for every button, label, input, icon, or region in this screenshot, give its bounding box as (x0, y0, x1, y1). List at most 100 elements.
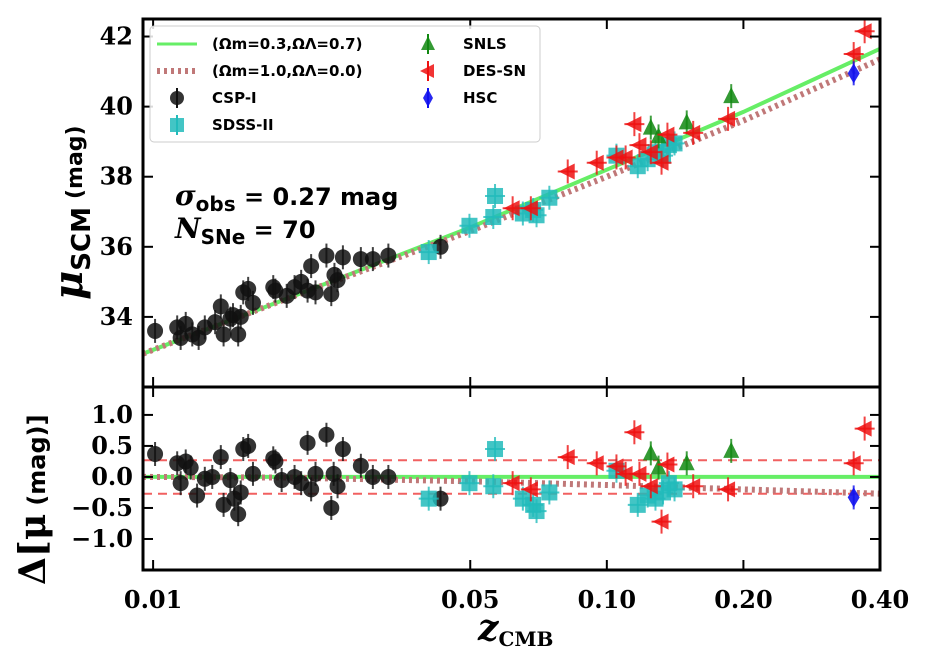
residual-ytick-label: 1.0 (91, 400, 133, 429)
residual-csp-i-point (182, 459, 199, 476)
top-csp-i-point (232, 308, 249, 325)
legend-m-0-3-0-7-label: (Ωm=0.3,ΩΛ=0.7) (212, 35, 362, 53)
legend: (Ωm=0.3,ΩΛ=0.7) (Ωm=1.0,ΩΛ=0.0) CSP-I SDSS-… (149, 25, 541, 143)
count-annotation: NSNe = 70 (174, 212, 316, 249)
residual-csp-i-point (380, 468, 397, 485)
top-snls-point (723, 87, 740, 104)
residual-csp-i-point (273, 472, 290, 489)
top-csp-i-point (364, 251, 381, 268)
residual-sdss-ii-point (420, 490, 437, 507)
legend-snls-label: SNLS (463, 35, 507, 53)
top-hsc-point (847, 63, 860, 84)
top-snls-point (678, 113, 695, 130)
residual-ytick-label: 0.5 (91, 431, 133, 460)
residual-csp-i-point (299, 434, 316, 451)
residual-ylabel: Δ[μ(mag)] (12, 414, 54, 585)
residual-csp-i-point (147, 445, 164, 462)
top-ytick-label: 34 (100, 302, 133, 331)
top-des-sn-point (652, 154, 669, 171)
top-csp-i-point (207, 314, 224, 331)
residual-des-sn-point (684, 478, 701, 495)
top-des-sn-point (684, 124, 701, 141)
top-des-sn-point (719, 110, 736, 127)
residual-sdss-ii-point (541, 484, 558, 501)
top-des-sn-point (658, 126, 675, 143)
legend-des-sn-marker (420, 64, 434, 78)
residual-des-sn-point (521, 481, 538, 498)
top-des-sn-point (625, 116, 642, 133)
top-des-sn-point (558, 163, 575, 180)
residual-csp-i-point (212, 449, 229, 466)
residual-csp-i-point (318, 426, 335, 443)
residual-des-sn-point (558, 449, 575, 466)
legend-sdss-ii-label: SDSS-II (212, 116, 274, 134)
residual-snls-point (678, 454, 695, 471)
top-csp-i-point (215, 326, 232, 343)
residual-csp-i-point (189, 487, 206, 504)
top-ytick-label: 36 (100, 232, 133, 261)
top-csp-i-point (352, 251, 369, 268)
residual-csp-i-point (204, 468, 221, 485)
top-des-sn-point (641, 144, 658, 161)
top-csp-i-point (230, 326, 247, 343)
top-csp-i-point (244, 294, 261, 311)
top-sdss-ii-point (461, 217, 478, 234)
top-csp-i-point (323, 286, 340, 303)
top-csp-i-point (303, 258, 320, 275)
xtick-label: 0.20 (714, 585, 772, 614)
top-sdss-ii-point (487, 187, 504, 204)
legend-csp-i-label: CSP-I (212, 89, 257, 107)
residual-model-line-1 (143, 473, 880, 497)
residual-ytick-label: 0.0 (91, 462, 133, 491)
residual-ytick-label: −1.0 (71, 524, 133, 553)
residual-plot-frame (141, 385, 882, 572)
top-sdss-ii-point (420, 244, 437, 261)
residual-csp-i-point (334, 441, 351, 458)
xlabel: zCMB (477, 607, 553, 651)
legend-hsc-label: HSC (463, 89, 497, 107)
top-des-sn-point (630, 137, 647, 154)
residual-des-sn-point (630, 465, 647, 482)
residual-des-sn-point (652, 513, 669, 530)
residual-ytick-label: −0.5 (71, 493, 133, 522)
xtick-label: 0.05 (441, 585, 499, 614)
legend-box (149, 25, 541, 143)
residual-data-points (147, 416, 875, 534)
residual-sdss-ii-point (528, 503, 545, 520)
top-des-sn-point (587, 154, 604, 171)
top-ylabel: μSCM(mag) (45, 125, 97, 300)
top-csp-i-point (329, 272, 346, 289)
residual-des-sn-point (719, 481, 736, 498)
residual-hsc-point (847, 487, 860, 508)
residual-sdss-ii-point (461, 475, 478, 492)
xtick-label: 0.40 (851, 585, 909, 614)
residual-snls-point (642, 444, 659, 461)
residual-des-sn-point (587, 455, 604, 472)
top-des-sn-point (844, 46, 861, 63)
legend-hsc-marker (423, 89, 433, 107)
residual-des-sn-point (641, 478, 658, 495)
residual-des-sn-point (607, 458, 624, 475)
residual-csp-i-point (232, 484, 249, 501)
residual-des-sn-point (658, 456, 675, 473)
residual-snls-point (723, 441, 740, 458)
top-model-line-0 (143, 46, 880, 356)
top-des-sn-point (616, 149, 633, 166)
top-csp-i-point (307, 284, 324, 301)
residual-des-sn-point (616, 465, 633, 482)
residual-csp-i-point (323, 499, 340, 516)
residual-des-sn-point (503, 475, 520, 492)
residual-csp-i-point (244, 465, 261, 482)
top-ytick-label: 38 (100, 162, 133, 191)
residual-csp-i-point (172, 475, 189, 492)
residual-csp-i-point (364, 468, 381, 485)
top-des-sn-point (607, 149, 624, 166)
top-ytick-label: 40 (100, 92, 133, 121)
residual-csp-i-point (303, 481, 320, 498)
residual-csp-i-point (352, 457, 369, 474)
residual-des-sn-point (855, 420, 872, 437)
xtick-label: 0.10 (578, 585, 636, 614)
top-data-points (147, 19, 875, 350)
top-csp-i-point (334, 249, 351, 266)
